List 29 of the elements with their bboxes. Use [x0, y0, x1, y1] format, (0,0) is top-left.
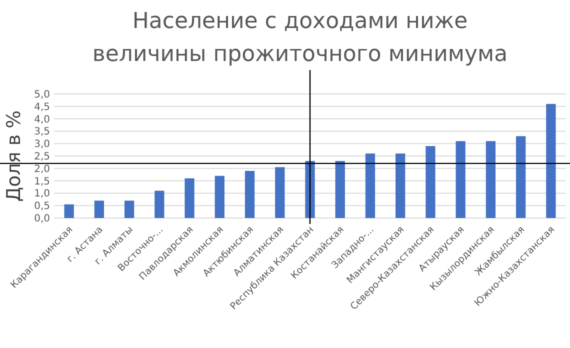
- bar: [184, 178, 194, 218]
- y-tick-label: 3,5: [34, 126, 50, 138]
- bar: [456, 141, 466, 218]
- bar: [154, 190, 164, 218]
- bar: [275, 167, 285, 218]
- bar: [486, 141, 496, 218]
- y-tick-label: 1,5: [34, 176, 50, 188]
- y-tick-label: 2,0: [34, 164, 50, 175]
- bar: [335, 160, 345, 218]
- y-tick-label: 4,5: [34, 102, 50, 113]
- chart-title: Население с доходами ниже величины прожиточного минимума: [92, 9, 508, 67]
- y-tick-label: 2,5: [34, 152, 50, 162]
- bar: [244, 170, 255, 218]
- bar: [516, 136, 526, 218]
- bar: [365, 154, 376, 218]
- y-tick-label: 0,0: [34, 214, 50, 224]
- bar: [94, 200, 104, 218]
- y-tick-label: 1,0: [34, 188, 50, 200]
- bar: [214, 176, 224, 218]
- bar: [426, 146, 436, 218]
- y-tick-label: 5,0: [34, 90, 50, 100]
- bar: [64, 204, 74, 218]
- y-axis-title: Доля в %: [3, 110, 25, 202]
- bar: [124, 200, 134, 218]
- bar: [546, 104, 556, 218]
- y-tick-label: 4,0: [34, 114, 50, 126]
- bar: [396, 154, 406, 218]
- y-tick-label: 0,5: [34, 201, 50, 212]
- y-tick-label: 3,0: [34, 139, 50, 150]
